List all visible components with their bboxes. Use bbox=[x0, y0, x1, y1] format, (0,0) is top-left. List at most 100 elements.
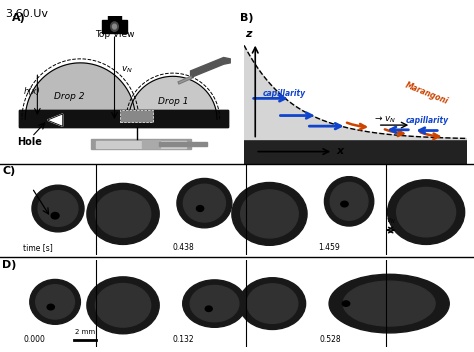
Ellipse shape bbox=[263, 209, 276, 219]
Ellipse shape bbox=[324, 177, 374, 226]
Ellipse shape bbox=[267, 299, 278, 308]
Ellipse shape bbox=[111, 296, 136, 315]
Ellipse shape bbox=[51, 213, 59, 219]
Ellipse shape bbox=[99, 193, 147, 235]
Ellipse shape bbox=[202, 201, 207, 205]
Ellipse shape bbox=[330, 182, 368, 220]
Ellipse shape bbox=[255, 290, 289, 317]
Ellipse shape bbox=[342, 301, 350, 306]
Ellipse shape bbox=[117, 301, 129, 310]
Bar bbox=[91, 139, 191, 149]
Polygon shape bbox=[129, 76, 217, 119]
Ellipse shape bbox=[206, 297, 223, 310]
Ellipse shape bbox=[374, 296, 404, 311]
Ellipse shape bbox=[345, 197, 353, 206]
Bar bbox=[18, 110, 228, 127]
Ellipse shape bbox=[341, 201, 348, 207]
Ellipse shape bbox=[111, 203, 136, 224]
Ellipse shape bbox=[87, 277, 159, 334]
Text: $v_N$: $v_N$ bbox=[121, 64, 133, 75]
Text: $v_N$: $v_N$ bbox=[386, 217, 395, 226]
Ellipse shape bbox=[95, 284, 151, 327]
Polygon shape bbox=[244, 45, 467, 139]
Ellipse shape bbox=[369, 294, 410, 314]
Ellipse shape bbox=[260, 206, 279, 222]
Text: 0.438: 0.438 bbox=[173, 243, 194, 252]
Ellipse shape bbox=[250, 286, 295, 321]
Text: Top View: Top View bbox=[95, 30, 134, 39]
Ellipse shape bbox=[397, 187, 456, 237]
Text: 1.459: 1.459 bbox=[319, 243, 340, 252]
Ellipse shape bbox=[120, 211, 126, 216]
Text: h(x): h(x) bbox=[24, 87, 40, 96]
Ellipse shape bbox=[247, 195, 292, 233]
Ellipse shape bbox=[264, 297, 281, 310]
Ellipse shape bbox=[101, 196, 145, 232]
Ellipse shape bbox=[244, 193, 295, 235]
Ellipse shape bbox=[54, 205, 63, 213]
Bar bbox=[108, 14, 121, 20]
Ellipse shape bbox=[209, 300, 220, 308]
Bar bbox=[96, 141, 186, 147]
Ellipse shape bbox=[343, 281, 435, 326]
Ellipse shape bbox=[193, 288, 236, 320]
Ellipse shape bbox=[108, 201, 138, 227]
Ellipse shape bbox=[419, 207, 433, 218]
Ellipse shape bbox=[191, 190, 219, 216]
Text: capillarity: capillarity bbox=[263, 89, 306, 99]
Ellipse shape bbox=[266, 211, 273, 216]
Ellipse shape bbox=[47, 199, 69, 219]
Ellipse shape bbox=[49, 296, 62, 308]
Ellipse shape bbox=[108, 293, 138, 318]
Ellipse shape bbox=[258, 293, 286, 315]
Ellipse shape bbox=[413, 201, 439, 223]
Text: 0.132: 0.132 bbox=[173, 334, 194, 344]
Text: Hole: Hole bbox=[18, 137, 42, 147]
Ellipse shape bbox=[114, 298, 132, 313]
Ellipse shape bbox=[388, 180, 465, 244]
Text: Marangoni: Marangoni bbox=[404, 81, 450, 107]
Ellipse shape bbox=[110, 22, 118, 31]
Ellipse shape bbox=[188, 188, 221, 218]
Ellipse shape bbox=[407, 196, 446, 228]
Text: 2 mm: 2 mm bbox=[75, 329, 96, 335]
Text: B): B) bbox=[240, 13, 253, 23]
Ellipse shape bbox=[101, 288, 145, 322]
Ellipse shape bbox=[335, 187, 364, 216]
Ellipse shape bbox=[200, 199, 209, 207]
Ellipse shape bbox=[257, 203, 282, 225]
Ellipse shape bbox=[183, 184, 226, 222]
Ellipse shape bbox=[347, 199, 351, 203]
Ellipse shape bbox=[40, 193, 76, 224]
Ellipse shape bbox=[254, 201, 285, 227]
Ellipse shape bbox=[43, 195, 73, 222]
Ellipse shape bbox=[36, 285, 74, 319]
Ellipse shape bbox=[205, 306, 212, 312]
Text: Drop 2: Drop 2 bbox=[54, 92, 84, 101]
Ellipse shape bbox=[30, 279, 81, 324]
Ellipse shape bbox=[46, 294, 64, 309]
Text: D): D) bbox=[2, 260, 17, 270]
Ellipse shape bbox=[112, 24, 117, 29]
Ellipse shape bbox=[95, 190, 151, 237]
Ellipse shape bbox=[204, 296, 225, 312]
Ellipse shape bbox=[193, 193, 216, 214]
Polygon shape bbox=[191, 57, 230, 78]
Ellipse shape bbox=[341, 193, 357, 210]
Ellipse shape bbox=[56, 207, 60, 210]
Ellipse shape bbox=[198, 291, 231, 316]
Ellipse shape bbox=[117, 209, 129, 219]
Ellipse shape bbox=[416, 204, 436, 220]
Bar bbox=[142, 140, 160, 148]
Ellipse shape bbox=[329, 274, 449, 333]
Ellipse shape bbox=[49, 201, 67, 216]
Ellipse shape bbox=[195, 195, 214, 212]
Ellipse shape bbox=[53, 300, 57, 304]
Ellipse shape bbox=[400, 190, 452, 234]
Ellipse shape bbox=[239, 278, 306, 329]
Ellipse shape bbox=[47, 304, 55, 310]
Text: time [s]: time [s] bbox=[23, 243, 53, 252]
Ellipse shape bbox=[343, 195, 356, 208]
Text: x: x bbox=[337, 146, 344, 156]
Text: capillarity: capillarity bbox=[405, 117, 448, 125]
